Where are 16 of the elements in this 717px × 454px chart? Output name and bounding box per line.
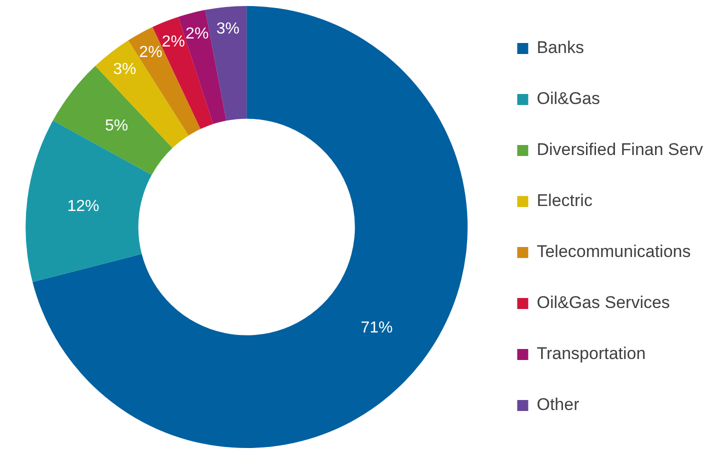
data-label: 2% [139, 44, 162, 62]
data-label: 3% [216, 20, 240, 38]
legend-label: Other [536, 395, 580, 414]
data-label: 2% [186, 26, 209, 43]
data-label: 5% [104, 117, 128, 134]
legend-label: Oil&Gas [536, 89, 600, 108]
legend-label: Diversified Finan Serv [536, 140, 704, 160]
legend-label: Banks [536, 38, 584, 58]
legend-label: Telecommunications [536, 242, 691, 262]
data-label: 3% [113, 61, 136, 78]
legend-label: Electric [536, 191, 593, 210]
legend-label: Oil&Gas Services [536, 293, 670, 312]
data-label: 71% [360, 319, 393, 336]
legend-label: Transportation [536, 344, 646, 364]
data-label: 12% [67, 198, 100, 215]
data-label: 2% [162, 33, 185, 50]
